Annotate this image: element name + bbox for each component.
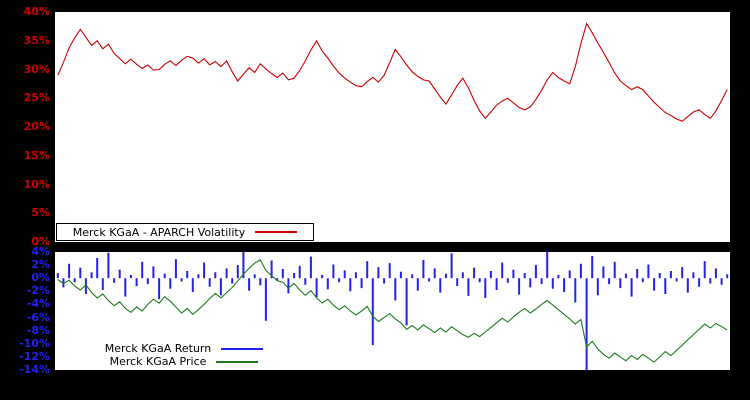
return-legend-row: Merck KGaA Return — [56, 342, 312, 355]
return-price-chart — [56, 252, 729, 370]
y-tick-label: 40% — [23, 5, 50, 18]
y-tick-label: -4% — [26, 297, 50, 311]
y-tick-label: 4% — [31, 245, 50, 258]
volatility-plot-area: Merck KGaA - APARCH Volatility — [55, 12, 730, 242]
y-tick-label: -8% — [26, 323, 50, 337]
y-tick-label: -6% — [26, 310, 50, 324]
return-legend-label: Merck KGaA Return — [104, 342, 212, 355]
return-price-legend: Merck KGaA Return Merck KGaA Price — [56, 341, 312, 369]
y-tick-label: 2% — [31, 258, 50, 272]
price-legend-row: Merck KGaA Price — [56, 355, 312, 368]
y-tick-label: 5% — [31, 206, 50, 220]
return-line-sample-icon — [221, 347, 264, 350]
y-tick-label: 0% — [31, 271, 50, 285]
volatility-legend-label: Merck KGaA - APARCH Volatility — [72, 225, 246, 239]
volatility-legend: Merck KGaA - APARCH Volatility — [56, 223, 314, 241]
y-tick-label: -12% — [19, 349, 50, 363]
volatility-line-chart — [57, 22, 728, 122]
y-tick-label: -10% — [19, 336, 50, 350]
price-line-sample-icon — [216, 360, 259, 363]
return-price-plot-area: Merck KGaA Return Merck KGaA Price — [55, 252, 730, 370]
y-tick-label: 30% — [23, 62, 50, 76]
y-tick-label: -2% — [26, 284, 50, 298]
y-tick-label: 35% — [23, 33, 50, 47]
y-tick-label: -14% — [19, 363, 50, 376]
volatility-line-sample-icon — [255, 231, 298, 233]
y-tick-label: 0% — [31, 235, 50, 248]
price-legend-label: Merck KGaA Price — [109, 355, 207, 368]
volatility-legend-row: Merck KGaA - APARCH Volatility — [57, 226, 313, 239]
y-tick-label: 20% — [23, 120, 50, 133]
y-tick-label: 10% — [23, 177, 50, 191]
y-tick-label: 25% — [23, 91, 50, 105]
y-tick-label: 15% — [23, 148, 50, 162]
